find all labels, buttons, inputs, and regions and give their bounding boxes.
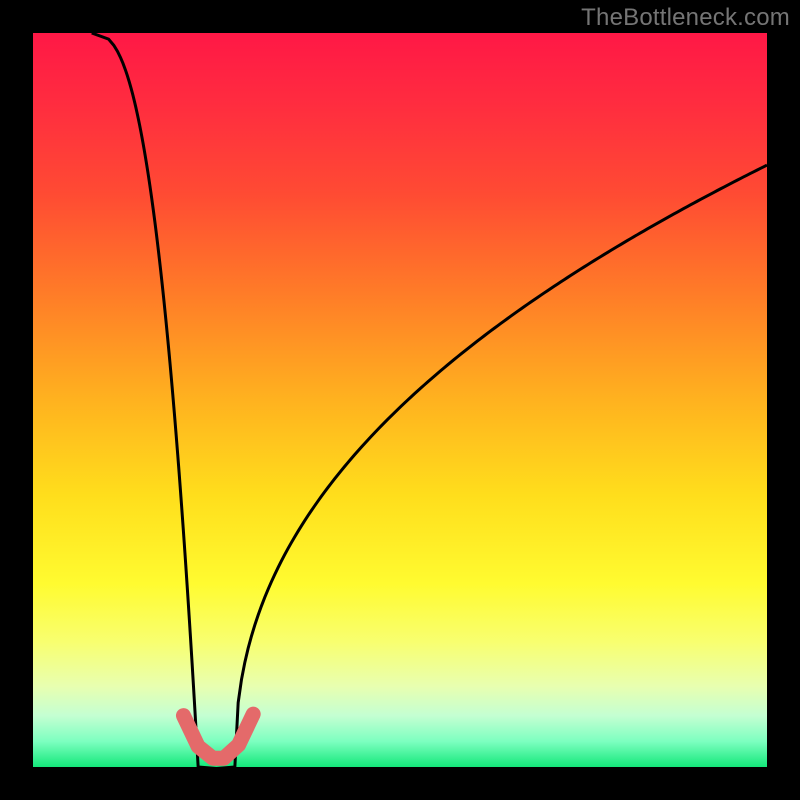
chart-svg — [33, 33, 767, 767]
chart-frame: TheBottleneck.com — [0, 0, 800, 800]
watermark-text: TheBottleneck.com — [581, 4, 790, 32]
plot-area — [33, 33, 767, 767]
